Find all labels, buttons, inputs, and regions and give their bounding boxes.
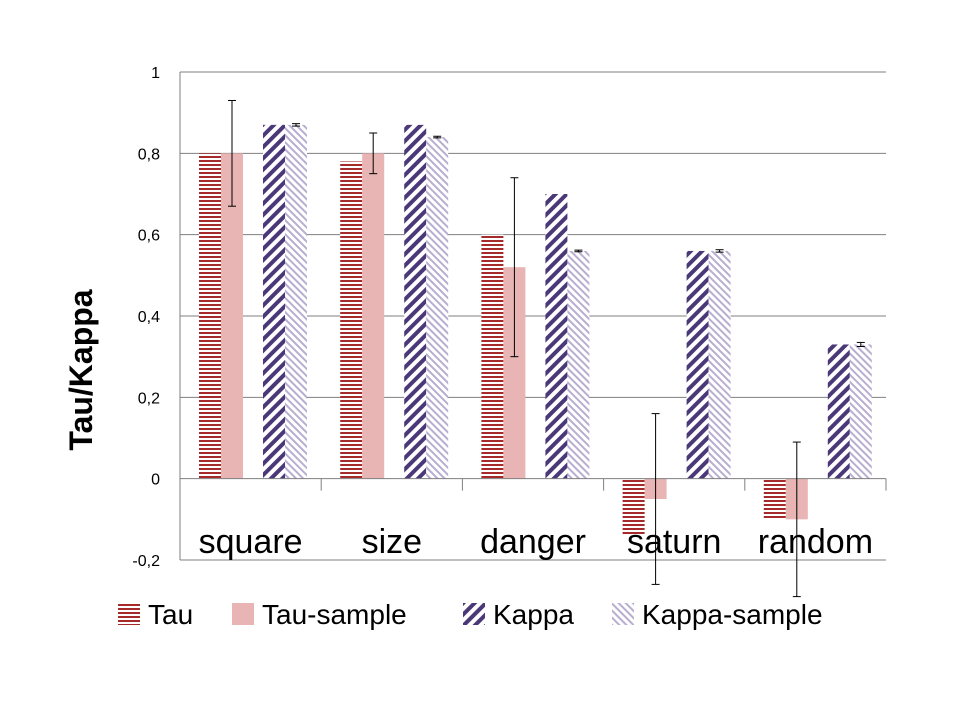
kappa-bar — [827, 344, 850, 479]
legend-label: Kappa — [493, 599, 574, 630]
tau-sample-bar — [221, 153, 243, 479]
tau-sample-bar — [362, 153, 385, 479]
category-label: size — [362, 523, 422, 561]
legend: Tau Tau-sample Kappa Kappa-sample — [118, 599, 823, 630]
legend-label: Tau-sample — [262, 599, 407, 630]
y-tick-label: 0,2 — [138, 390, 160, 407]
kappa-bar — [263, 124, 285, 479]
y-tick-label: 1 — [151, 65, 160, 82]
legend-swatch — [463, 603, 485, 625]
y-tick-label: 0,6 — [138, 228, 160, 245]
error-bars — [228, 99, 865, 598]
y-axis-label: Tau/Kappa — [63, 289, 99, 450]
tau-bar — [340, 161, 363, 479]
legend-swatch — [118, 603, 140, 625]
y-tick-label: 0,8 — [138, 146, 160, 163]
kappa-sample-bar — [426, 137, 449, 479]
category-label: random — [758, 523, 873, 561]
category-labels: square size danger saturn random — [199, 523, 873, 561]
axes — [179, 72, 887, 560]
kappa-bar — [404, 124, 427, 479]
legend-swatch — [232, 603, 254, 625]
legend-label: Tau — [148, 599, 193, 630]
legend-swatch — [612, 603, 634, 625]
kappa-sample-bar — [567, 250, 590, 479]
category-label: square — [199, 523, 303, 561]
kappa-sample-bar — [849, 344, 872, 479]
y-tick-label: 0 — [151, 472, 160, 489]
kappa-sample-bar — [708, 250, 731, 479]
tau-bar — [199, 153, 221, 479]
legend-label: Kappa-sample — [642, 599, 823, 630]
tau-sample-bar — [503, 267, 526, 479]
tau-bar — [481, 234, 504, 479]
kappa-sample-bar — [285, 124, 307, 479]
tau-bar — [763, 478, 786, 520]
bars — [199, 124, 872, 536]
tau-bar — [622, 478, 645, 536]
y-tick-label: 0,4 — [138, 309, 160, 326]
category-label: saturn — [627, 523, 722, 561]
category-label: danger — [480, 523, 586, 561]
kappa-bar — [545, 194, 568, 479]
y-tick-label: -0,2 — [132, 553, 160, 570]
y-tick-labels: -0,2 0 0,2 0,4 0,6 0,8 1 — [132, 65, 160, 570]
kappa-bar — [686, 250, 709, 479]
